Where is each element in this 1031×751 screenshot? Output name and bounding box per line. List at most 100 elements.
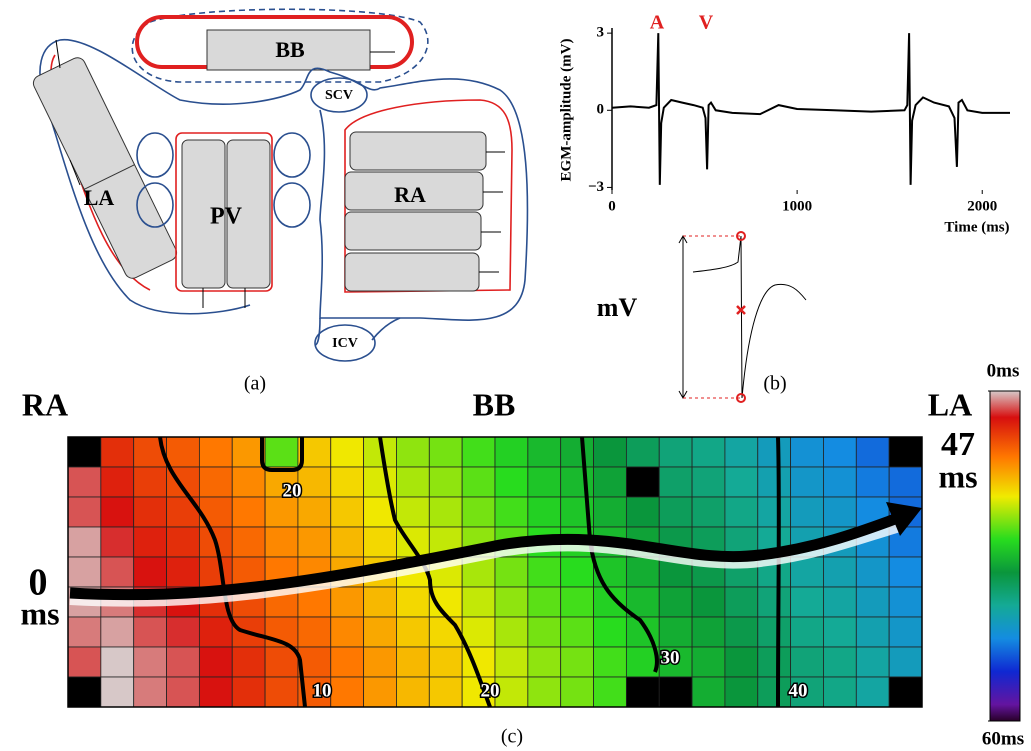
cell	[757, 586, 792, 618]
cell	[790, 496, 824, 528]
vein	[273, 182, 311, 228]
cell	[757, 466, 792, 498]
cell	[527, 496, 562, 528]
anatomy-schematic: BB SCV LA PV RA ICV (a)	[32, 8, 529, 395]
cell	[330, 526, 365, 558]
cell	[198, 676, 233, 708]
cell	[593, 646, 627, 678]
cell	[166, 436, 200, 468]
marker	[736, 393, 746, 403]
icv	[314, 324, 376, 362]
pv-region	[175, 132, 273, 292]
cell	[724, 586, 759, 618]
cell	[264, 646, 299, 678]
cell	[363, 676, 397, 708]
cell	[724, 676, 759, 708]
cell	[823, 496, 857, 528]
cell	[527, 556, 562, 588]
cell	[527, 466, 562, 498]
cell	[527, 676, 562, 708]
cell	[297, 526, 332, 558]
cell	[790, 646, 824, 678]
cell	[560, 556, 594, 588]
isochrone	[580, 436, 659, 673]
cell	[757, 676, 792, 708]
divider	[83, 164, 135, 190]
cell	[231, 676, 266, 708]
region-label: RA	[22, 386, 68, 422]
cell	[691, 586, 726, 618]
region-label: BB	[473, 386, 516, 422]
cell	[823, 646, 857, 678]
cell	[790, 466, 824, 498]
isochrone-label: 30	[661, 647, 680, 668]
cell	[67, 646, 102, 678]
cell	[790, 436, 824, 468]
y-axis-label: EGM-amplitude (mV)	[558, 39, 574, 182]
region-label: LA	[928, 386, 972, 422]
caption: (b)	[763, 373, 786, 395]
cell	[855, 466, 890, 498]
cell	[297, 466, 332, 498]
cell	[494, 496, 529, 528]
cell	[757, 436, 792, 468]
cell	[527, 646, 562, 678]
isochrone-label: 20	[481, 680, 500, 701]
cell	[198, 436, 233, 468]
label: ICV	[332, 336, 358, 351]
x-tick-label: 0	[608, 198, 616, 214]
cell	[888, 616, 923, 648]
cell	[823, 586, 857, 618]
cell	[133, 616, 167, 648]
cell	[757, 496, 792, 528]
cell	[231, 646, 266, 678]
cell	[67, 616, 102, 648]
cell	[396, 466, 430, 498]
start-time: 0	[29, 562, 48, 604]
cell	[855, 586, 890, 618]
x-tick-label: 1000	[782, 198, 812, 214]
cell	[396, 616, 430, 648]
annotation: V	[699, 12, 714, 34]
cell	[888, 556, 923, 588]
end-time: 47	[941, 426, 975, 463]
start-unit: ms	[20, 595, 59, 631]
cell	[100, 496, 135, 528]
label: SCV	[325, 88, 353, 103]
cell	[396, 676, 430, 708]
cell	[231, 526, 266, 558]
isochrone-label: 40	[789, 680, 808, 701]
cell	[166, 676, 200, 708]
cell	[691, 646, 726, 678]
pv-electrode	[226, 139, 271, 289]
cell	[330, 646, 365, 678]
cell	[560, 436, 594, 468]
cell	[560, 646, 594, 678]
cell	[363, 616, 397, 648]
cell	[363, 586, 397, 618]
cell	[790, 676, 824, 708]
colorbar	[989, 390, 1021, 722]
x-tick-label: 2000	[967, 198, 997, 214]
cell	[428, 676, 463, 708]
cell	[658, 586, 693, 618]
cell	[330, 436, 365, 468]
activation-map: 10 20 20 30 40 RA BB LA 0 ms 47 ms (c)	[20, 386, 1021, 748]
cell	[363, 466, 397, 498]
cell	[855, 556, 890, 588]
cell	[100, 466, 135, 498]
annotation: A	[650, 12, 665, 34]
cell	[461, 436, 496, 468]
isochrone-label: 20	[283, 480, 302, 501]
cell	[100, 646, 135, 678]
cell	[67, 526, 102, 558]
cell	[396, 436, 430, 468]
lead	[55, 39, 61, 69]
ra-electrode	[344, 211, 482, 251]
cell	[560, 466, 594, 498]
isochrone	[260, 437, 304, 472]
egm-trace	[611, 33, 1010, 185]
cell	[198, 646, 233, 678]
x-axis-label: Time (ms)	[944, 219, 1009, 235]
